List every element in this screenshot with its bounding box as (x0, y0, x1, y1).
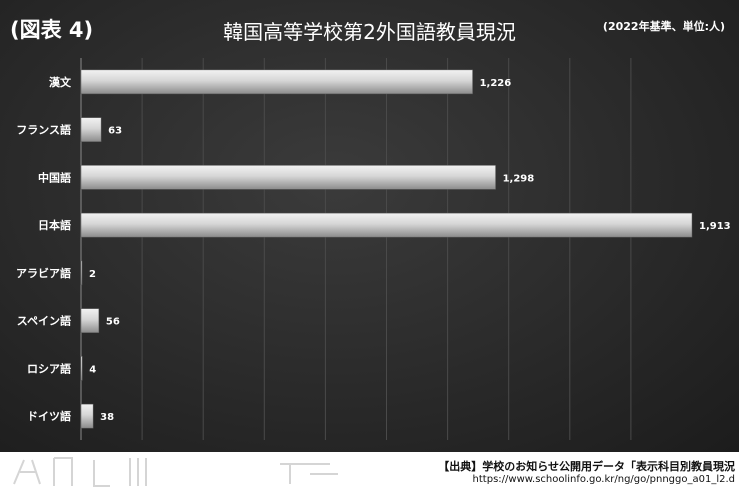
data-label: 63 (108, 126, 122, 137)
category-label: アラビア語 (16, 266, 71, 280)
bar (80, 356, 83, 381)
data-label: 1,298 (503, 173, 535, 184)
bar (80, 69, 473, 95)
source-url: https://www.schoolinfo.go.kr/ng/go/pnngg… (472, 474, 735, 485)
bar (80, 165, 496, 190)
category-label: 中国語 (38, 170, 71, 184)
data-label: 2 (89, 269, 96, 280)
category-label: フランス語 (16, 123, 71, 137)
category-label: スペイン語 (17, 314, 71, 328)
bar (80, 117, 102, 142)
category-label: ドイツ語 (27, 409, 71, 423)
unit-note: (2022年基準、単位:人) (602, 20, 725, 33)
data-label: 1,226 (480, 78, 512, 89)
data-label: 4 (89, 364, 96, 375)
figure-label: (図表 4) (10, 18, 94, 42)
chart-title: 韓国高等学校第2外国語教員現況 (223, 20, 516, 44)
category-label: ロシア語 (27, 361, 71, 375)
bar (80, 308, 100, 333)
faded-background-graphic (13, 457, 338, 487)
bar (80, 403, 94, 429)
category-label: 日本語 (38, 218, 71, 232)
data-label: 56 (106, 317, 120, 328)
data-label: 1,913 (699, 221, 731, 232)
chart-panel: (図表 4) 韓国高等学校第2外国語教員現況 (2022年基準、単位:人) 漢文… (0, 0, 739, 452)
source-footer: 【出典】学校のお知らせ公開用データ「表示科目別教員現況 https://www.… (0, 452, 739, 490)
source-citation: 【出典】学校のお知らせ公開用データ「表示科目別教員現況 (438, 460, 735, 473)
bar (80, 212, 693, 238)
bar (80, 260, 83, 286)
bar-chart: 漢文 1,226 フランス語 63 中国語 1,298 日本語 1,913 アラビア語 2 スペイン… (16, 58, 731, 440)
data-label: 38 (100, 412, 114, 423)
category-label: 漢文 (49, 75, 72, 89)
